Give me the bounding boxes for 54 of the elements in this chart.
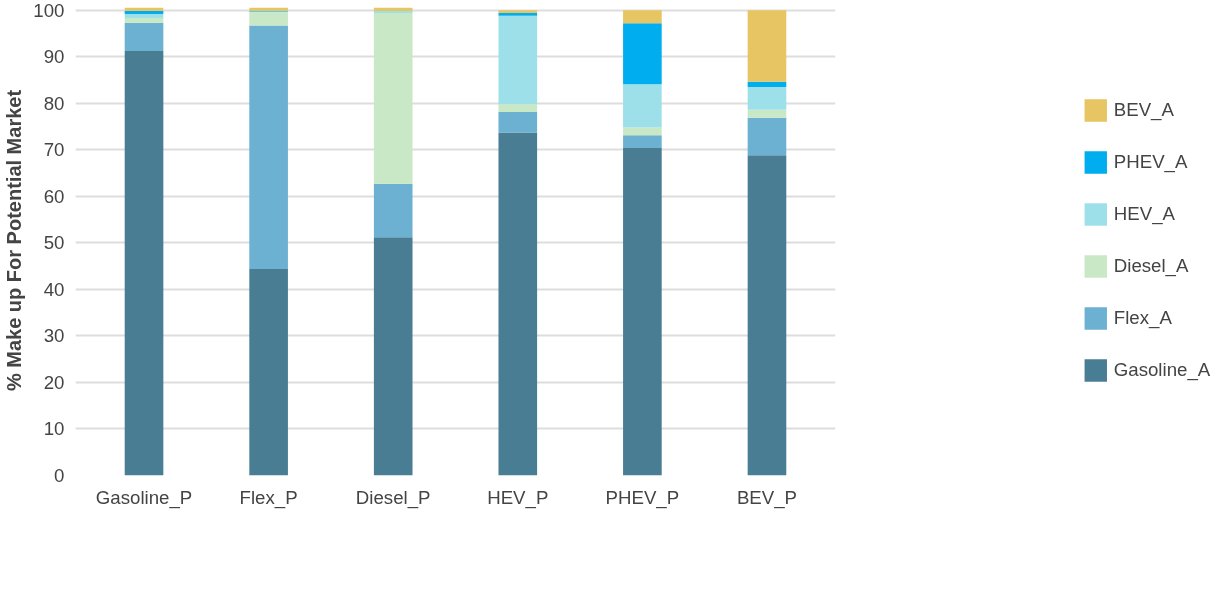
bar bbox=[623, 84, 662, 128]
bar bbox=[623, 135, 662, 148]
y-tick-label: 30 bbox=[43, 325, 65, 347]
bar bbox=[747, 10, 787, 82]
bar bbox=[498, 104, 538, 113]
bar bbox=[124, 22, 164, 52]
y-tick-label: 50 bbox=[43, 232, 65, 254]
bar bbox=[498, 15, 538, 105]
bar bbox=[124, 7, 164, 12]
x-tick-label: Gasoline_P bbox=[95, 486, 193, 509]
y-tick-label: 60 bbox=[43, 185, 65, 207]
y-tick-label: 90 bbox=[43, 46, 65, 68]
x-tick-label: PHEV_P bbox=[605, 486, 680, 509]
bar bbox=[124, 51, 164, 476]
legend-label: Gasoline_A bbox=[1113, 359, 1211, 381]
y-tick-label: 100 bbox=[33, 0, 65, 21]
bar bbox=[249, 268, 288, 476]
bar bbox=[373, 183, 413, 238]
bar bbox=[373, 12, 413, 184]
legend-label: Flex_A bbox=[1113, 307, 1172, 329]
bar bbox=[747, 117, 787, 156]
y-tick-label: 40 bbox=[43, 278, 65, 300]
bar bbox=[747, 86, 787, 110]
bar bbox=[623, 10, 662, 24]
bar bbox=[124, 18, 164, 23]
bar bbox=[249, 12, 288, 26]
bar bbox=[747, 155, 787, 476]
bar bbox=[623, 147, 662, 476]
bar bbox=[373, 7, 413, 12]
bar bbox=[623, 23, 662, 85]
bar bbox=[373, 237, 413, 476]
x-tick-label: Diesel_P bbox=[355, 486, 431, 509]
legend-label: PHEV_A bbox=[1113, 151, 1188, 173]
y-tick-label: 20 bbox=[43, 371, 65, 393]
y-tick-label: 10 bbox=[43, 418, 65, 440]
y-tick-label: 80 bbox=[43, 92, 65, 114]
y-tick-label: 70 bbox=[43, 139, 65, 161]
legend-label: BEV_A bbox=[1113, 99, 1174, 121]
x-tick-label: BEV_P bbox=[736, 486, 798, 509]
bar bbox=[623, 127, 662, 136]
bar bbox=[747, 109, 787, 118]
y-tick-label: 0 bbox=[54, 465, 65, 486]
bar bbox=[249, 7, 288, 12]
legend-label: HEV_A bbox=[1113, 203, 1175, 225]
y-axis-title: % Make up For Potential Market bbox=[3, 89, 26, 392]
bar bbox=[124, 13, 164, 19]
x-tick-label: HEV_P bbox=[487, 486, 549, 509]
bar bbox=[249, 25, 288, 269]
legend-label: Diesel_A bbox=[1113, 255, 1189, 277]
bar bbox=[498, 112, 538, 133]
bar bbox=[498, 132, 538, 476]
bar bbox=[747, 81, 787, 87]
x-tick-label: Flex_P bbox=[239, 486, 298, 509]
bar bbox=[124, 11, 164, 14]
